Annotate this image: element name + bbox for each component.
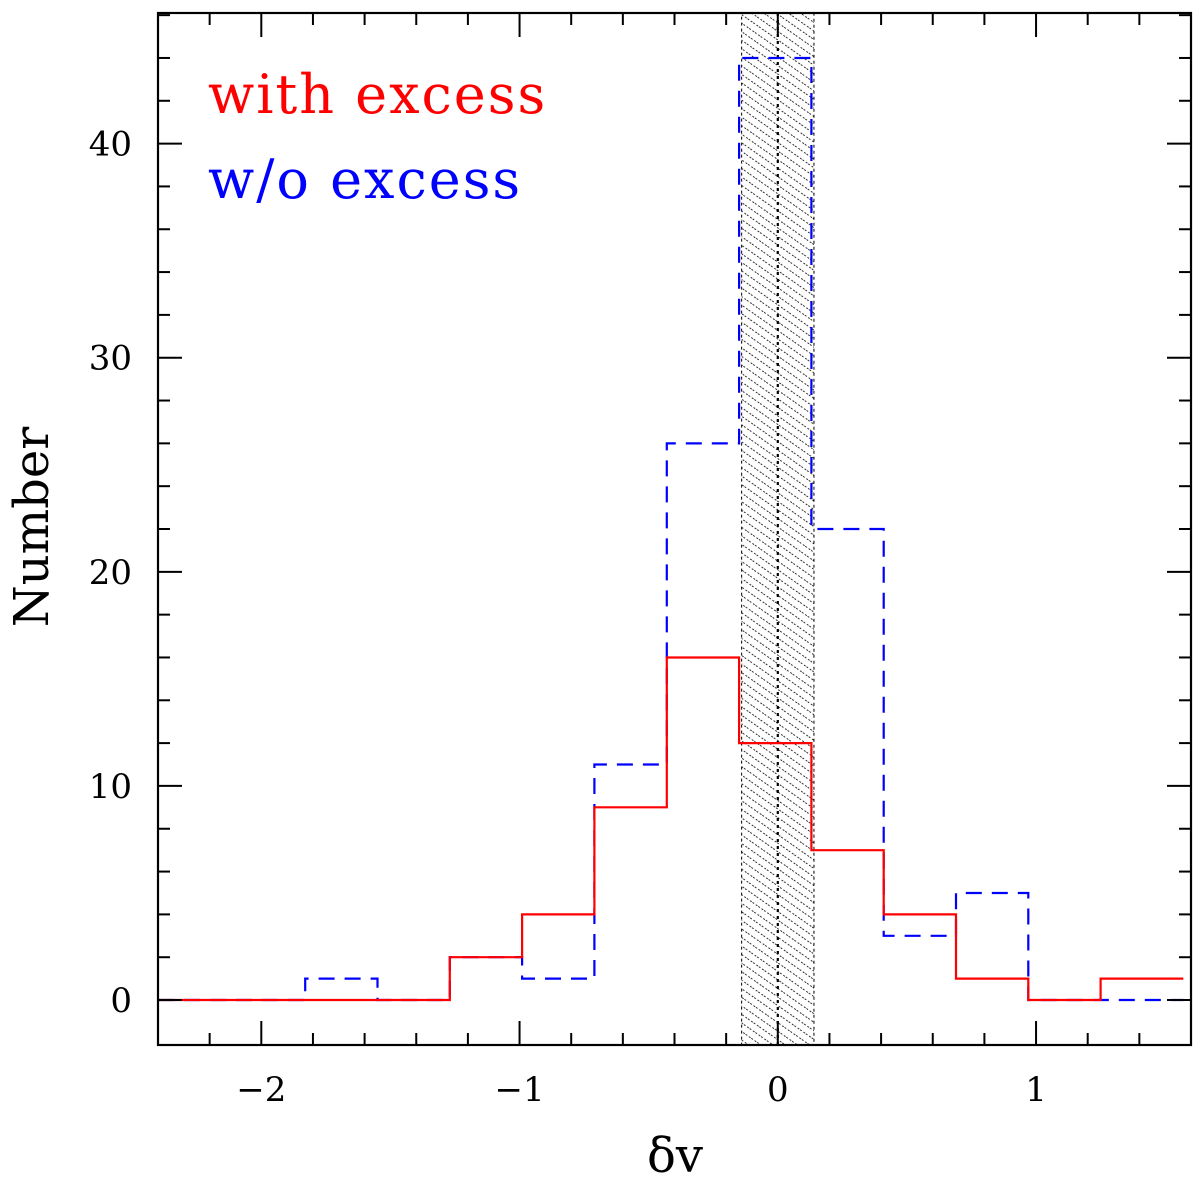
legend-entry-without-excess: w/o excess	[208, 148, 522, 211]
y-tick-label: 20	[89, 553, 132, 593]
y-tick-label: 40	[89, 125, 132, 165]
y-axis-label: Number	[4, 427, 60, 628]
y-tick-label: 30	[89, 339, 132, 379]
legend: with excess w/o excess	[208, 63, 547, 211]
shaded-band	[741, 12, 815, 1046]
y-tick-label: 10	[89, 767, 132, 807]
x-tick-label: −2	[236, 1070, 286, 1110]
legend-entry-with-excess: with excess	[208, 63, 547, 126]
x-tick-label: 0	[767, 1070, 789, 1110]
y-tick-label: 0	[110, 981, 132, 1021]
series-with-excess	[158, 656, 1184, 1002]
series-w-o-excess	[158, 56, 1184, 1002]
plot-area	[158, 12, 1184, 1046]
x-axis-label: δv	[647, 1128, 703, 1182]
x-tick-label: 1	[1025, 1070, 1047, 1110]
x-tick-label: −1	[494, 1070, 544, 1110]
